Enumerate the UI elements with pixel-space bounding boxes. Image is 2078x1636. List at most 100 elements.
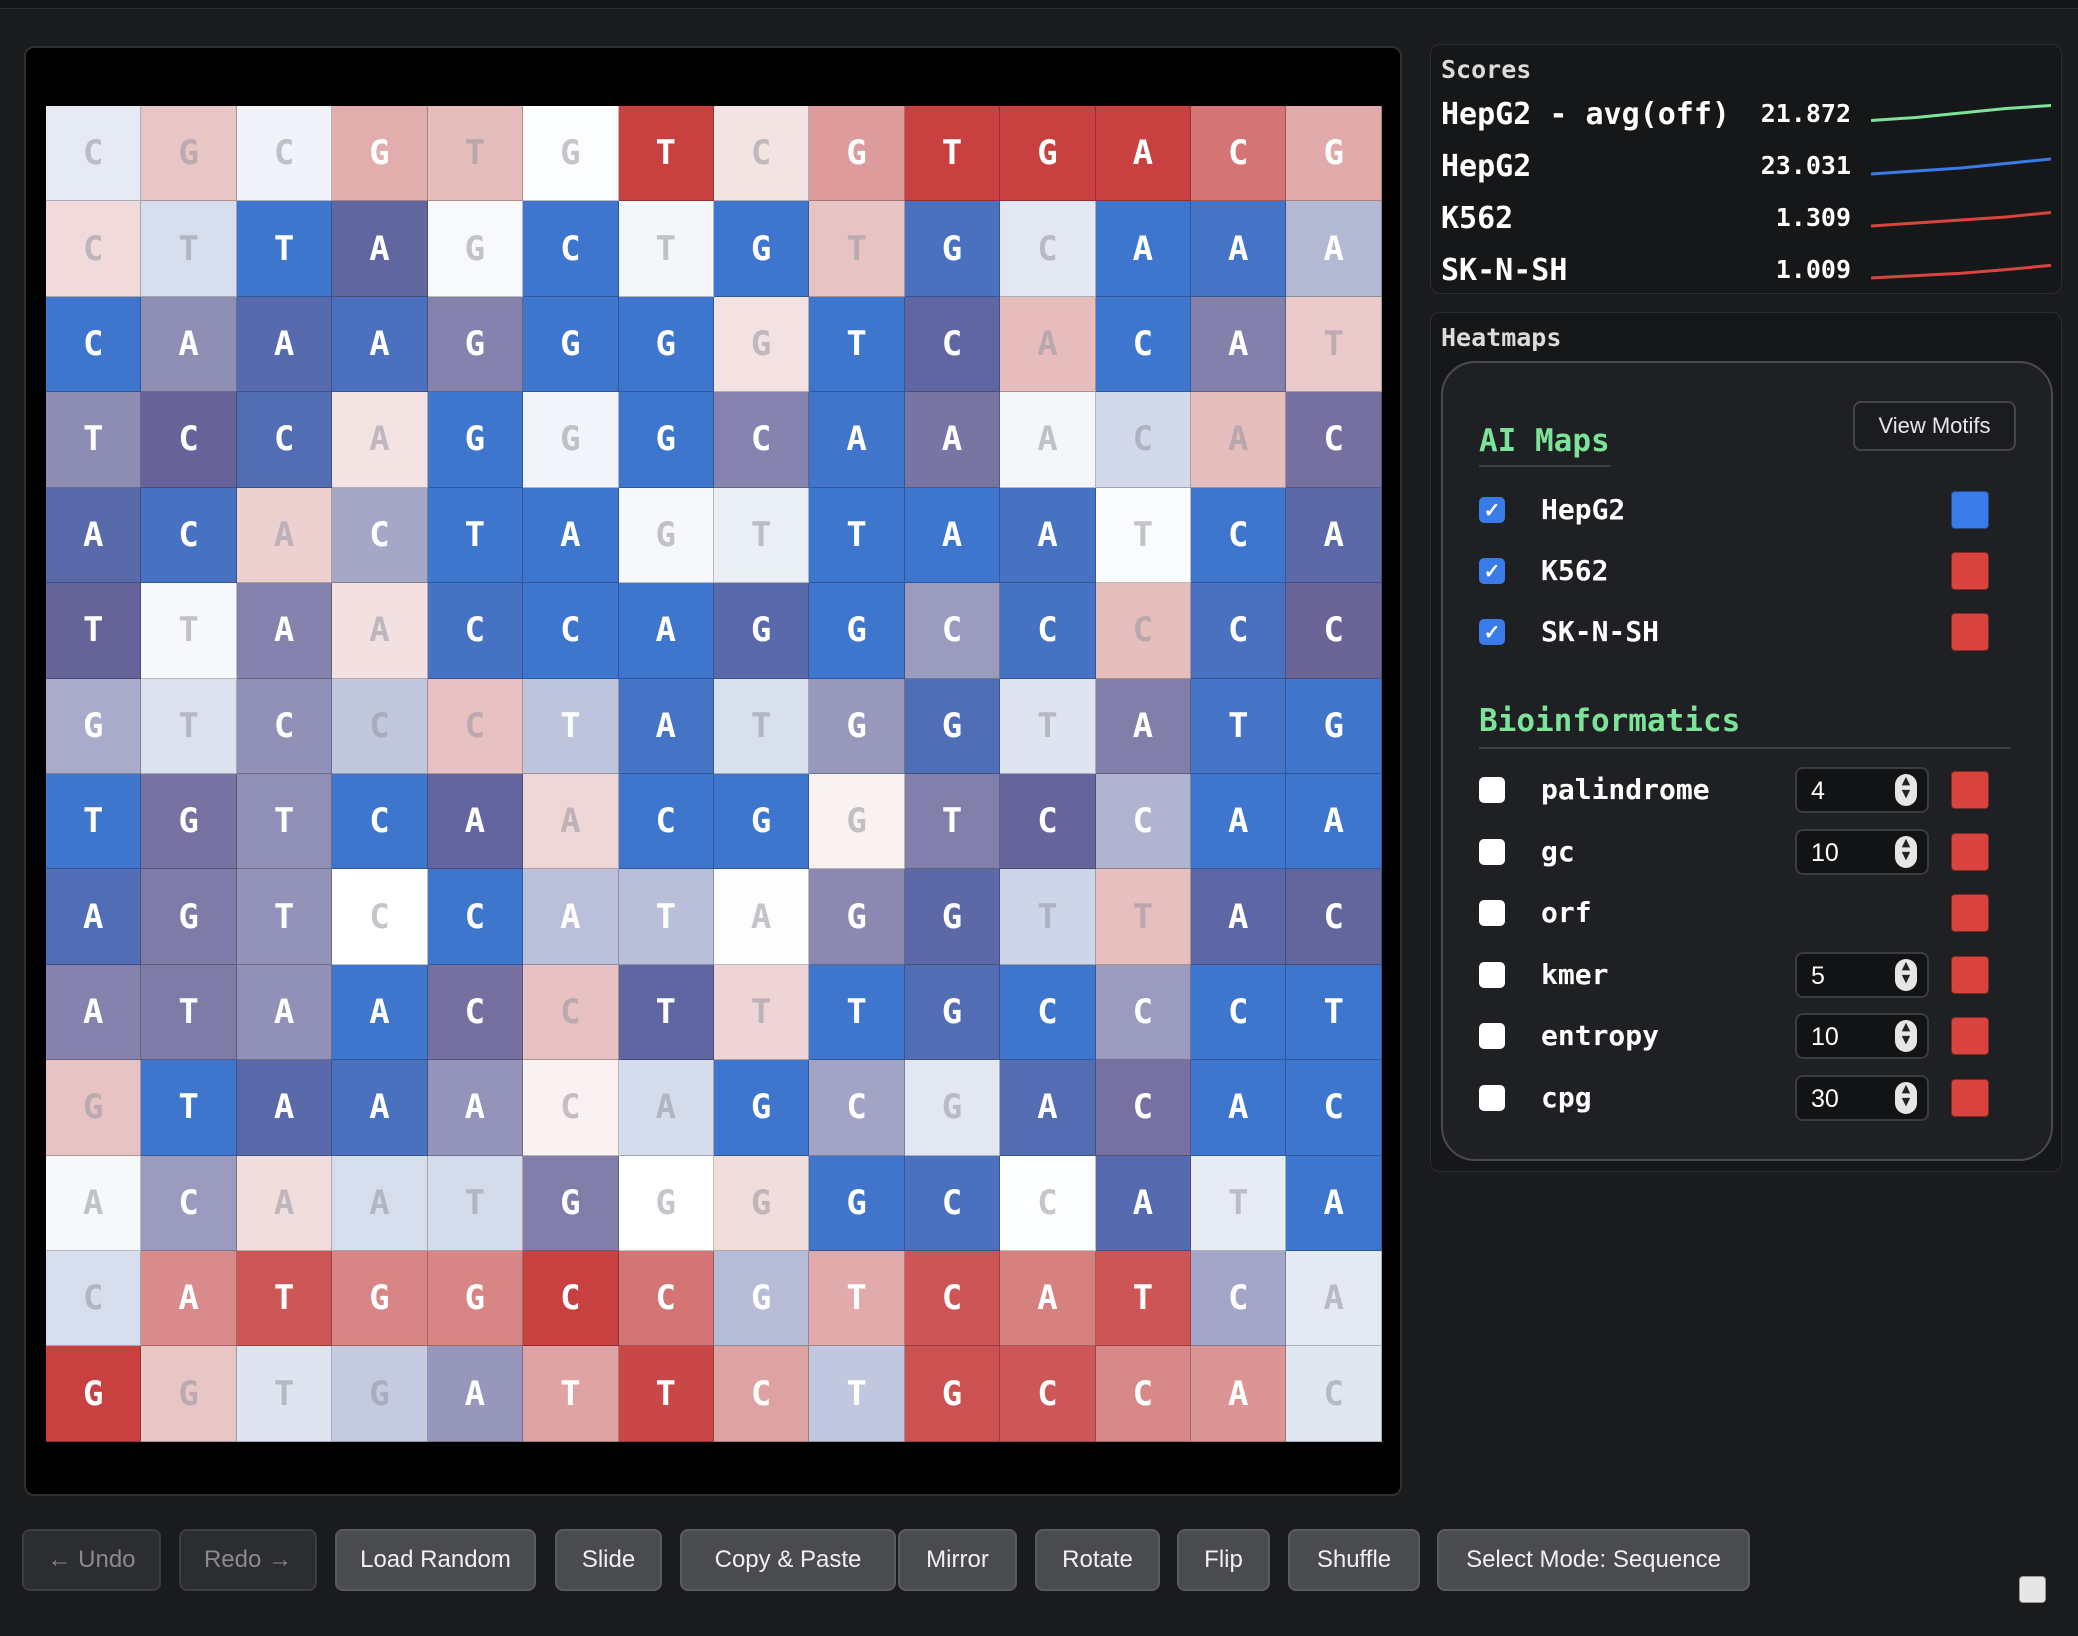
grid-cell[interactable]: A: [1191, 1060, 1287, 1156]
grid-cell[interactable]: A: [1000, 487, 1096, 584]
cpg-checkbox[interactable]: [1479, 1085, 1505, 1111]
grid-cell[interactable]: A: [427, 773, 524, 870]
grid-cell[interactable]: A: [713, 869, 810, 965]
grid-cell[interactable]: C: [427, 869, 524, 965]
grid-cell[interactable]: T: [1095, 869, 1192, 965]
grid-cell[interactable]: A: [1191, 201, 1287, 297]
grid-cell[interactable]: C: [1000, 964, 1096, 1061]
grid-cell[interactable]: G: [1286, 678, 1382, 774]
grid-cell[interactable]: C: [1286, 1060, 1382, 1156]
grid-cell[interactable]: C: [1095, 1346, 1192, 1442]
grid-cell[interactable]: A: [1000, 392, 1096, 488]
grid-cell[interactable]: C: [1095, 392, 1192, 488]
grid-cell[interactable]: G: [1000, 106, 1096, 202]
grid-cell[interactable]: A: [141, 1251, 237, 1347]
grid-cell[interactable]: C: [713, 106, 810, 202]
grid-cell[interactable]: A: [427, 1060, 524, 1156]
grid-cell[interactable]: T: [236, 201, 333, 297]
grid-cell[interactable]: G: [713, 1251, 810, 1347]
grid-cell[interactable]: C: [332, 678, 428, 774]
grid-cell[interactable]: A: [1095, 678, 1192, 774]
grid-cell[interactable]: C: [1095, 296, 1192, 393]
grid-cell[interactable]: A: [141, 296, 237, 393]
grid-cell[interactable]: G: [713, 1155, 810, 1252]
grid-cell[interactable]: G: [809, 678, 905, 774]
grid-cell[interactable]: A: [1286, 1155, 1382, 1252]
grid-cell[interactable]: T: [46, 773, 142, 870]
grid-cell[interactable]: A: [1191, 773, 1287, 870]
grid-cell[interactable]: C: [46, 201, 142, 297]
grid-cell[interactable]: G: [523, 106, 619, 202]
grid-cell[interactable]: G: [809, 583, 905, 679]
grid-cell[interactable]: C: [1095, 1060, 1192, 1156]
grid-cell[interactable]: G: [46, 1060, 142, 1156]
grid-cell[interactable]: T: [236, 869, 333, 965]
grid-cell[interactable]: A: [46, 487, 142, 584]
grid-cell[interactable]: C: [236, 678, 333, 774]
grid-cell[interactable]: G: [713, 583, 810, 679]
orf-color-swatch[interactable]: [1951, 894, 1989, 932]
grid-cell[interactable]: C: [523, 583, 619, 679]
grid-cell[interactable]: T: [1191, 678, 1287, 774]
grid-cell[interactable]: T: [809, 964, 905, 1061]
grid-cell[interactable]: A: [1286, 773, 1382, 870]
grid-cell[interactable]: A: [1000, 296, 1096, 393]
grid-cell[interactable]: A: [904, 487, 1001, 584]
k562-color-swatch[interactable]: [1951, 552, 1989, 590]
grid-cell[interactable]: T: [618, 1346, 714, 1442]
palindrome-color-swatch[interactable]: [1951, 771, 1989, 809]
grid-cell[interactable]: T: [904, 106, 1001, 202]
grid-cell[interactable]: C: [1000, 201, 1096, 297]
grid-cell[interactable]: C: [1095, 773, 1192, 870]
select-mode-button[interactable]: Select Mode: Sequence: [1437, 1529, 1750, 1591]
grid-cell[interactable]: A: [1000, 1251, 1096, 1347]
grid-cell[interactable]: C: [1191, 487, 1287, 584]
gc-checkbox[interactable]: [1479, 839, 1505, 865]
grid-cell[interactable]: T: [427, 1155, 524, 1252]
stepper-icon[interactable]: ▲ ▼: [1895, 774, 1917, 806]
grid-cell[interactable]: T: [141, 583, 237, 679]
entropy-color-swatch[interactable]: [1951, 1017, 1989, 1055]
grid-cell[interactable]: C: [332, 487, 428, 584]
kmer-color-swatch[interactable]: [1951, 956, 1989, 994]
grid-cell[interactable]: A: [236, 1060, 333, 1156]
grid-cell[interactable]: A: [904, 392, 1001, 488]
entropy-input[interactable]: 10 ▲ ▼: [1795, 1013, 1929, 1059]
grid-cell[interactable]: G: [904, 1060, 1001, 1156]
grid-cell[interactable]: G: [904, 201, 1001, 297]
grid-cell[interactable]: G: [713, 773, 810, 870]
grid-cell[interactable]: T: [809, 1251, 905, 1347]
grid-cell[interactable]: T: [523, 678, 619, 774]
grid-cell[interactable]: C: [46, 106, 142, 202]
k562-checkbox[interactable]: ✓: [1479, 558, 1505, 584]
grid-cell[interactable]: T: [236, 773, 333, 870]
grid-cell[interactable]: G: [618, 392, 714, 488]
shuffle-button[interactable]: Shuffle: [1288, 1529, 1420, 1591]
grid-cell[interactable]: C: [236, 106, 333, 202]
stepper-icon[interactable]: ▲ ▼: [1895, 836, 1917, 868]
grid-cell[interactable]: A: [618, 678, 714, 774]
grid-cell[interactable]: C: [1286, 392, 1382, 488]
cpg-color-swatch[interactable]: [1951, 1079, 1989, 1117]
grid-cell[interactable]: T: [618, 964, 714, 1061]
corner-checkbox[interactable]: [2019, 1576, 2046, 1603]
orf-checkbox[interactable]: [1479, 900, 1505, 926]
grid-cell[interactable]: C: [427, 583, 524, 679]
grid-cell[interactable]: T: [809, 487, 905, 584]
grid-cell[interactable]: T: [904, 773, 1001, 870]
grid-cell[interactable]: C: [618, 1251, 714, 1347]
redo-button[interactable]: Redo →: [179, 1529, 317, 1591]
rotate-button[interactable]: Rotate: [1035, 1529, 1160, 1591]
grid-cell[interactable]: A: [618, 583, 714, 679]
undo-button[interactable]: ← Undo: [22, 1529, 161, 1591]
grid-cell[interactable]: T: [141, 964, 237, 1061]
grid-cell[interactable]: C: [1191, 964, 1287, 1061]
grid-cell[interactable]: A: [332, 964, 428, 1061]
grid-cell[interactable]: A: [236, 583, 333, 679]
grid-cell[interactable]: A: [618, 1060, 714, 1156]
grid-cell[interactable]: G: [141, 773, 237, 870]
grid-cell[interactable]: T: [236, 1251, 333, 1347]
grid-cell[interactable]: A: [236, 487, 333, 584]
grid-cell[interactable]: A: [46, 964, 142, 1061]
grid-cell[interactable]: G: [618, 1155, 714, 1252]
